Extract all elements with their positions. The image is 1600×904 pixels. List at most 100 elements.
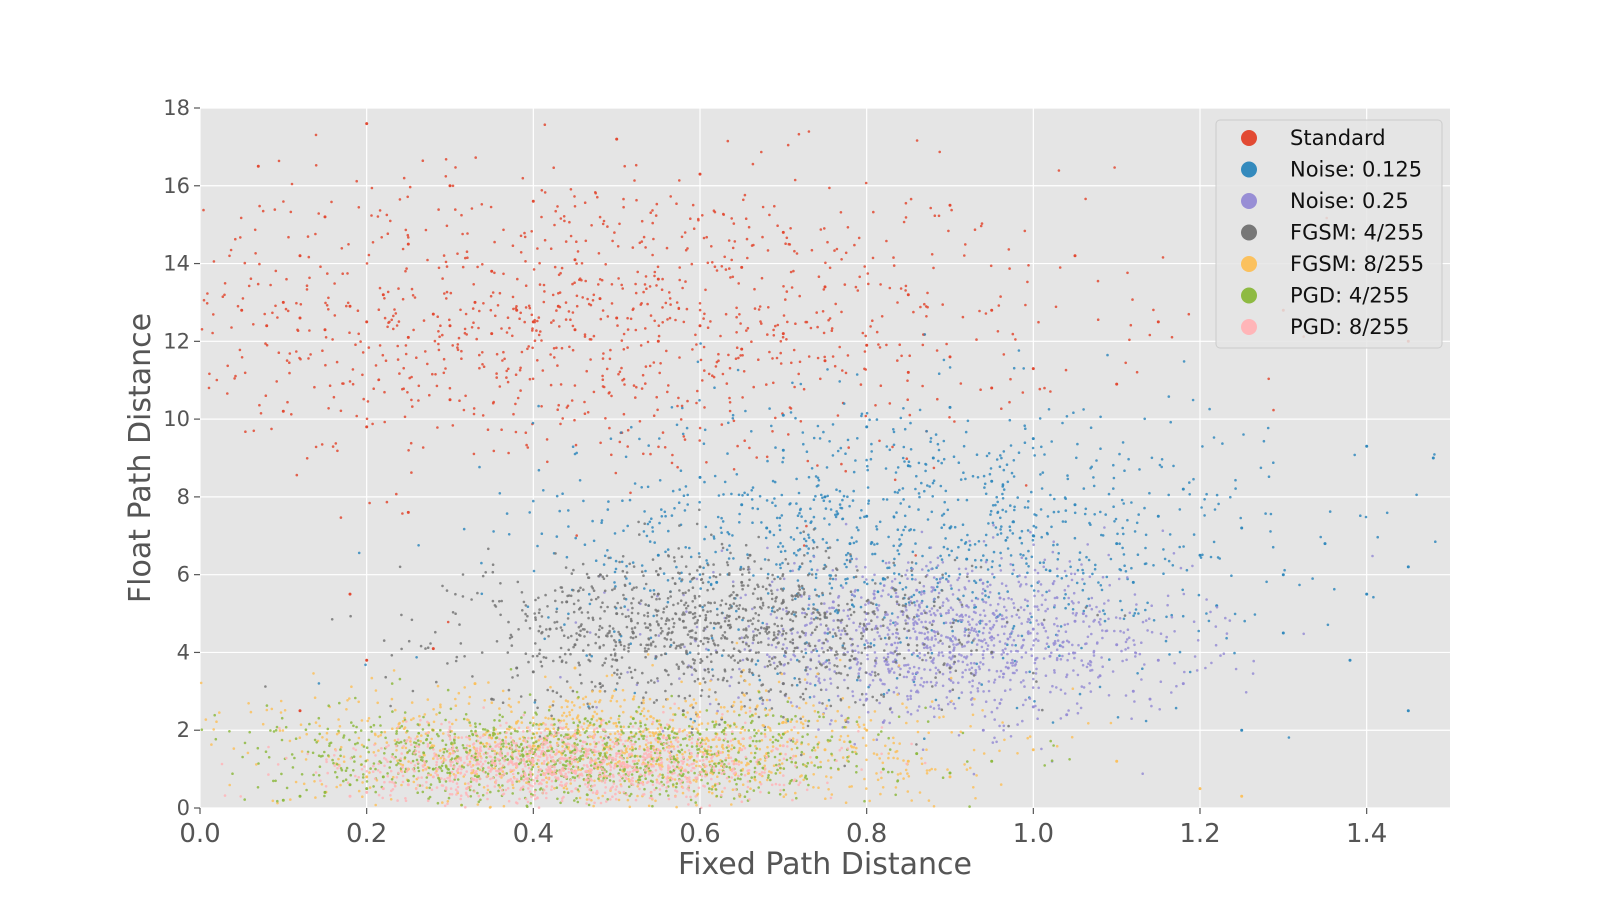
scatter-point — [792, 653, 795, 656]
scatter-point — [647, 444, 650, 447]
scatter-point — [1044, 599, 1047, 602]
scatter-point — [1149, 334, 1152, 337]
scatter-point — [1037, 572, 1040, 575]
scatter-point — [563, 712, 566, 715]
scatter-point — [565, 726, 568, 729]
scatter-point — [697, 219, 700, 222]
scatter-point — [289, 798, 292, 801]
scatter-point — [870, 450, 873, 453]
scatter-point — [784, 550, 787, 553]
scatter-point — [1165, 636, 1168, 639]
scatter-point — [792, 611, 795, 614]
scatter-point — [468, 702, 471, 705]
scatter-point — [945, 572, 948, 575]
scatter-point — [813, 498, 816, 501]
scatter-point — [541, 615, 544, 618]
scatter-point — [905, 664, 908, 667]
scatter-point — [610, 454, 613, 457]
scatter-point — [885, 467, 888, 470]
scatter-point — [1128, 636, 1131, 639]
scatter-point — [1001, 493, 1004, 496]
scatter-point — [650, 314, 653, 317]
scatter-point — [1064, 692, 1067, 695]
scatter-point — [929, 621, 932, 624]
scatter-point — [998, 304, 1001, 307]
scatter-point — [538, 608, 541, 611]
scatter-point — [1094, 564, 1097, 567]
scatter-point — [290, 211, 293, 214]
scatter-point — [1009, 525, 1012, 528]
scatter-point — [641, 672, 644, 675]
scatter-point — [944, 537, 947, 540]
scatter-point — [959, 601, 962, 604]
scatter-point — [677, 547, 680, 550]
scatter-point — [1061, 641, 1064, 644]
scatter-point — [906, 569, 909, 572]
scatter-point — [556, 205, 559, 208]
scatter-point — [925, 659, 928, 662]
scatter-point — [784, 638, 787, 641]
scatter-point — [865, 639, 868, 642]
scatter-point — [686, 400, 689, 403]
scatter-point — [625, 565, 628, 568]
scatter-point — [507, 368, 510, 371]
scatter-point — [924, 470, 927, 473]
scatter-point — [473, 453, 476, 456]
scatter-point — [530, 230, 533, 233]
scatter-point — [926, 645, 929, 648]
scatter-point — [1013, 506, 1016, 509]
scatter-point — [366, 262, 369, 265]
scatter-point — [935, 672, 938, 675]
scatter-point — [681, 236, 684, 239]
scatter-point — [831, 327, 834, 330]
scatter-point — [902, 529, 905, 532]
scatter-point — [828, 607, 831, 610]
scatter-point — [958, 734, 961, 737]
scatter-point — [952, 681, 955, 684]
scatter-point — [603, 577, 606, 580]
scatter-point — [626, 571, 629, 574]
scatter-point — [829, 723, 832, 726]
scatter-point — [694, 606, 697, 609]
scatter-point — [1057, 552, 1060, 555]
scatter-point — [807, 460, 810, 463]
scatter-point — [882, 786, 885, 789]
scatter-point — [989, 584, 992, 587]
scatter-point — [717, 644, 720, 647]
scatter-point — [860, 632, 863, 635]
scatter-point — [660, 508, 663, 511]
scatter-point — [543, 638, 546, 641]
scatter-point — [1182, 615, 1185, 618]
scatter-point — [712, 588, 715, 591]
scatter-point — [851, 643, 854, 646]
scatter-point — [613, 231, 616, 234]
scatter-point — [458, 692, 461, 695]
scatter-point — [707, 601, 710, 604]
scatter-point — [570, 235, 573, 238]
scatter-point — [1118, 578, 1121, 581]
scatter-point — [1018, 451, 1021, 454]
scatter-point — [815, 736, 818, 739]
scatter-point — [569, 653, 572, 656]
scatter-point — [371, 187, 374, 190]
scatter-point — [478, 310, 481, 313]
scatter-point — [867, 711, 870, 714]
scatter-point — [825, 707, 828, 710]
scatter-point — [942, 601, 945, 604]
scatter-point — [1116, 533, 1119, 536]
scatter-point — [952, 635, 955, 638]
scatter-point — [691, 348, 694, 351]
scatter-point — [851, 650, 854, 653]
scatter-point — [1002, 729, 1005, 732]
scatter-point — [841, 629, 844, 632]
scatter-point — [682, 643, 685, 646]
scatter-point — [499, 492, 502, 495]
scatter-point — [1208, 620, 1211, 623]
scatter-point — [983, 475, 986, 478]
scatter-point — [1010, 650, 1013, 653]
scatter-point — [392, 315, 395, 318]
scatter-point — [981, 709, 984, 712]
scatter-point — [1072, 652, 1075, 655]
scatter-point — [1074, 503, 1077, 506]
